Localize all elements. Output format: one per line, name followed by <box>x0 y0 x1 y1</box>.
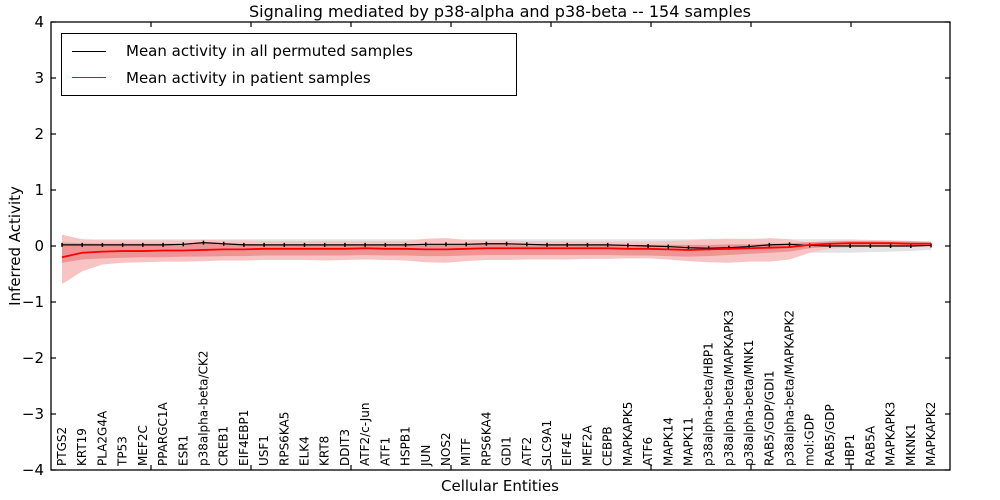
x-tick-label: SLC9A1 <box>540 420 554 466</box>
x-tick-label: p38alpha-beta/MNK1 <box>742 340 756 466</box>
x-tick-label: RAB5A <box>863 425 877 466</box>
x-tick-label: ATF6 <box>641 437 655 466</box>
x-tick-label: ATF2/c-Jun <box>358 402 372 466</box>
x-tick-label: ELK4 <box>298 436 312 466</box>
y-tick-label: 2 <box>34 125 44 143</box>
x-tick-label: EIF4EBP1 <box>237 410 251 466</box>
x-tick-label: MAPK14 <box>661 417 675 466</box>
x-tick-label: ATF1 <box>378 437 392 466</box>
x-tick-label: MEF2C <box>136 425 150 466</box>
legend-label-patient: Mean activity in patient samples <box>126 68 371 87</box>
x-tick-label: NOS2 <box>439 432 453 466</box>
x-tick-label: DDIT3 <box>338 429 352 466</box>
x-tick-label: EIF4E <box>560 433 574 466</box>
y-tick-label: −1 <box>21 293 44 311</box>
series-line-patient <box>61 242 931 259</box>
x-tick-label: MAPKAPK2 <box>924 402 938 466</box>
x-tick-label: GDI1 <box>500 436 514 466</box>
x-tick-label: TP53 <box>116 436 130 467</box>
x-tick-label: PLA2G4A <box>95 410 109 466</box>
x-tick-label: HSPB1 <box>399 426 413 466</box>
band-patient-inner <box>62 240 931 263</box>
x-tick-label: CREB1 <box>217 426 231 466</box>
series-line-permuted <box>62 242 932 249</box>
y-tick-label: 4 <box>34 13 44 31</box>
x-tick-label: MAPKAPK5 <box>621 402 635 466</box>
x-tick-label: MAPK11 <box>681 417 695 466</box>
x-tick-label: mol:GDP <box>803 414 817 466</box>
y-tick-label: −3 <box>21 405 44 423</box>
x-tick-label: RAB5/GDP/GDI1 <box>762 370 776 466</box>
x-tick-label: PPARGC1A <box>156 401 170 466</box>
legend-line-patient-icon <box>72 77 106 79</box>
x-tick-label: PTGS2 <box>55 427 69 466</box>
x-tick-label: USF1 <box>257 435 271 466</box>
x-tick-label: MITF <box>459 438 473 466</box>
x-tick-label: ATF2 <box>520 437 534 466</box>
x-tick-label: KRT19 <box>75 428 89 466</box>
x-tick-label: RPS6KA4 <box>479 412 493 466</box>
x-axis-label: Cellular Entities <box>441 477 559 495</box>
x-tick-label: CEBPB <box>601 426 615 466</box>
chart-title: Signaling mediated by p38-alpha and p38-… <box>248 2 751 21</box>
x-tick-label: JUN <box>419 445 433 467</box>
x-tick-label: p38alpha-beta/MAPKAPK3 <box>722 310 736 466</box>
x-tick-label: MEF2A <box>580 425 594 466</box>
x-tick-label: RPS6KA5 <box>277 412 291 466</box>
legend-item-patient: Mean activity in patient samples <box>62 69 516 87</box>
x-tick-label: MKNK1 <box>904 423 918 466</box>
legend-line-permuted-icon <box>72 50 106 52</box>
legend-label-permuted: Mean activity in all permuted samples <box>126 42 413 61</box>
x-tick-label: p38alpha-beta/HBP1 <box>702 342 716 466</box>
y-tick-label: 0 <box>34 237 44 255</box>
x-tick-label: HBP1 <box>843 434 857 466</box>
x-tick-label: p38alpha-beta/CK2 <box>196 351 210 466</box>
x-tick-label: p38alpha-beta/MAPKAPK2 <box>783 310 797 466</box>
y-tick-label: 1 <box>34 181 44 199</box>
legend: Mean activity in all permuted samples Me… <box>61 33 517 96</box>
x-tick-label: ESR1 <box>176 435 190 466</box>
y-tick-label: −4 <box>21 461 44 479</box>
x-tick-label: MAPKAPK3 <box>884 402 898 466</box>
x-tick-label: RAB5/GDP <box>823 404 837 466</box>
band-patient-outer <box>62 234 931 285</box>
x-tick-label: KRT8 <box>318 436 332 466</box>
y-tick-label: 3 <box>34 69 44 87</box>
y-tick-label: −2 <box>21 349 44 367</box>
legend-item-permuted: Mean activity in all permuted samples <box>62 42 516 60</box>
